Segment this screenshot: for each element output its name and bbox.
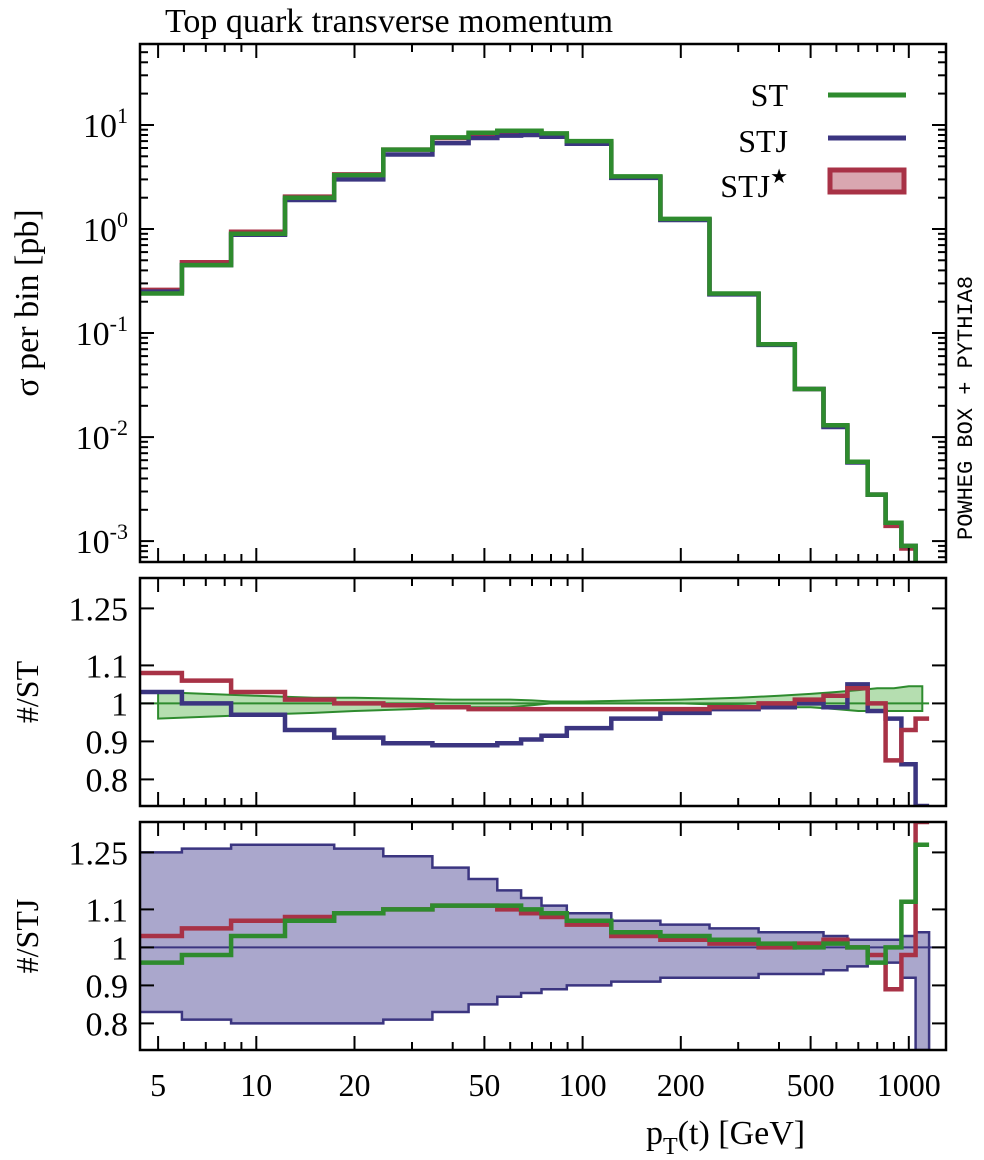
x-tick-label: 500 xyxy=(787,1067,835,1103)
bot-y-tick-label: 0.8 xyxy=(86,1006,129,1043)
ratio-stj-panel: 0.80.911.1 1.25 xyxy=(69,820,948,1052)
top-y-tick-exponent: -2 xyxy=(110,415,128,440)
top-y-tick-label: 101 xyxy=(83,103,128,145)
y-axis-label-bot: #/STJ xyxy=(9,899,45,974)
mid-y-tick-label: 1.1 xyxy=(86,648,129,685)
y-axis-label-top: σ per bin [pb] xyxy=(9,209,46,396)
chart-title: Top quark transverse momentum xyxy=(165,3,613,40)
x-tick-label: 50 xyxy=(468,1067,500,1103)
top-y-tick-base: 10 xyxy=(83,212,117,249)
y-axis-label-mid: #/ST xyxy=(9,660,45,723)
ratio-stj-frame xyxy=(138,820,948,1052)
top-y-tick-base: 10 xyxy=(83,108,117,145)
top-y-tick-base: 10 xyxy=(76,420,110,457)
legend-label-stjstar: STJ★ xyxy=(720,166,788,204)
x-tick-label: 5 xyxy=(150,1067,166,1103)
mid-y-tick-label: 1.25 xyxy=(69,591,129,628)
top-y-tick-base: 10 xyxy=(76,316,110,353)
ratio-st-line-stjstar xyxy=(140,670,930,763)
legend-label-stjstar-sup: ★ xyxy=(770,166,788,188)
legend-label-stjstar-base: STJ xyxy=(720,168,770,204)
top-y-tick-label: 10-2 xyxy=(76,415,128,457)
top-y-tick-exponent: 0 xyxy=(117,207,128,232)
top-y-tick-exponent: -1 xyxy=(110,311,128,336)
top-y-tick-label: 10-3 xyxy=(76,519,128,561)
mid-y-tick-label: 0.9 xyxy=(86,724,129,761)
legend-label-stj: STJ xyxy=(738,123,788,159)
bot-y-tick-label: 1.25 xyxy=(69,835,129,872)
mid-y-tick-label: 1 xyxy=(111,686,128,723)
x-axis-label-rest: (t) [GeV] xyxy=(678,1115,805,1152)
top-y-tick-label: 100 xyxy=(83,207,128,249)
generator-label: POWHEG BOX + PYTHIA8 xyxy=(954,276,979,540)
x-axis-label: pT(t) [GeV] xyxy=(646,1115,805,1160)
series-line-stj xyxy=(140,132,930,562)
series-line-stjstar xyxy=(140,129,930,562)
top-y-tick-exponent: -3 xyxy=(110,519,128,544)
legend-swatch-stjstar xyxy=(827,167,907,195)
bot-y-tick-label: 1.1 xyxy=(86,892,129,929)
x-tick-label: 20 xyxy=(339,1067,371,1103)
x-tick-label: 1000 xyxy=(877,1067,941,1103)
bot-y-tick-label: 1 xyxy=(111,930,128,967)
cross-section-frame xyxy=(138,42,948,564)
legend-label-st: ST xyxy=(751,77,789,113)
x-tick-label: 100 xyxy=(559,1067,607,1103)
top-y-tick-base: 10 xyxy=(76,524,110,561)
x-tick-label: 10 xyxy=(240,1067,272,1103)
ratio-stj-line-st xyxy=(140,842,930,965)
x-axis-label-main: p xyxy=(646,1115,663,1152)
mid-y-tick-label: 0.8 xyxy=(86,762,129,799)
ratio-st-panel: 0.80.911.1 1.25 xyxy=(69,576,948,808)
top-y-tick-exponent: 1 xyxy=(117,103,128,128)
ratio-st-frame xyxy=(138,576,948,808)
series-line-st xyxy=(140,128,930,562)
x-tick-label: 200 xyxy=(657,1067,705,1103)
top-y-tick-label: 10-1 xyxy=(76,311,128,353)
bot-y-tick-label: 0.9 xyxy=(86,968,129,1005)
x-axis-label-subscript: T xyxy=(663,1134,678,1160)
legend: ST STJ STJ★ xyxy=(720,77,907,204)
